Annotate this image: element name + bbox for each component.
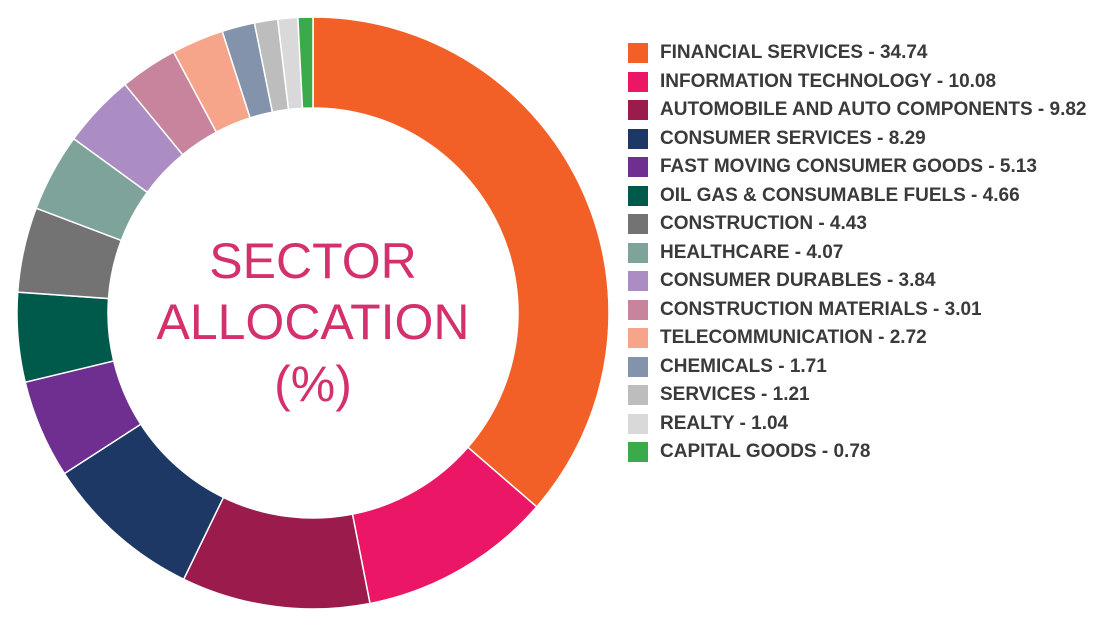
legend-item: AUTOMOBILE AND AUTO COMPONENTS - 9.82 [628, 96, 1104, 125]
legend-item: FINANCIAL SERVICES - 34.74 [628, 39, 1104, 68]
center-label: ALLOCATION [156, 294, 469, 350]
legend-swatch [628, 413, 648, 434]
legend-item: INFORMATION TECHNOLOGY - 10.08 [628, 68, 1104, 97]
legend-label: FINANCIAL SERVICES - 34.74 [660, 42, 928, 63]
legend-item: CONSTRUCTION MATERIALS - 3.01 [628, 296, 1104, 325]
legend-item: FAST MOVING CONSUMER GOODS - 5.13 [628, 153, 1104, 182]
legend-swatch [628, 43, 648, 63]
legend-item: CHEMICALS - 1.71 [628, 353, 1104, 382]
center-label: (%) [274, 356, 352, 412]
legend-item: CONSUMER SERVICES - 8.29 [628, 125, 1104, 154]
legend-swatch [628, 214, 648, 234]
legend-label: REALTY - 1.04 [660, 412, 789, 434]
legend-label: CAPITAL GOODS - 0.78 [660, 441, 871, 462]
legend-swatch [628, 100, 648, 120]
legend-swatch [628, 128, 648, 149]
legend-item: CONSUMER DURABLES - 3.84 [628, 267, 1104, 296]
legend-label: CONSTRUCTION - 4.43 [660, 213, 867, 234]
legend-label: AUTOMOBILE AND AUTO COMPONENTS - 9.82 [660, 99, 1087, 120]
legend-swatch [628, 242, 648, 263]
legend-label: OIL GAS & CONSUMABLE FUELS - 4.66 [660, 184, 1020, 206]
legend-item: OIL GAS & CONSUMABLE FUELS - 4.66 [628, 182, 1104, 211]
legend-swatch [628, 299, 648, 320]
donut-slice [297, 16, 314, 110]
donut-slice [312, 16, 610, 508]
center-label: SECTOR [209, 233, 416, 289]
legend-swatch [628, 271, 648, 291]
legend-swatch [628, 185, 648, 206]
legend-item: HEALTHCARE - 4.07 [628, 239, 1104, 268]
legend-label: CONSTRUCTION MATERIALS - 3.01 [660, 298, 982, 320]
legend-swatch [628, 442, 648, 462]
legend-label: CONSUMER SERVICES - 8.29 [660, 127, 926, 149]
legend-item: CAPITAL GOODS - 0.78 [628, 438, 1104, 467]
legend-item: SERVICES - 1.21 [628, 381, 1104, 410]
legend-label: INFORMATION TECHNOLOGY - 10.08 [660, 70, 997, 92]
legend-swatch [628, 157, 648, 177]
legend: FINANCIAL SERVICES - 34.74 INFORMATION TE… [628, 39, 1104, 467]
legend-label: HEALTHCARE - 4.07 [660, 241, 844, 263]
legend-swatch [628, 328, 648, 348]
legend-item: TELECOMMUNICATION - 2.72 [628, 324, 1104, 353]
legend-swatch [628, 71, 648, 92]
legend-item: REALTY - 1.04 [628, 410, 1104, 439]
legend-label: CONSUMER DURABLES - 3.84 [660, 270, 936, 291]
legend-swatch [628, 385, 648, 405]
legend-label: CHEMICALS - 1.71 [660, 355, 827, 377]
legend-label: TELECOMMUNICATION - 2.72 [660, 327, 927, 348]
legend-swatch [628, 356, 648, 377]
legend-item: CONSTRUCTION - 4.43 [628, 210, 1104, 239]
legend-label: FAST MOVING CONSUMER GOODS - 5.13 [660, 156, 1037, 177]
legend-label: SERVICES - 1.21 [660, 384, 810, 405]
